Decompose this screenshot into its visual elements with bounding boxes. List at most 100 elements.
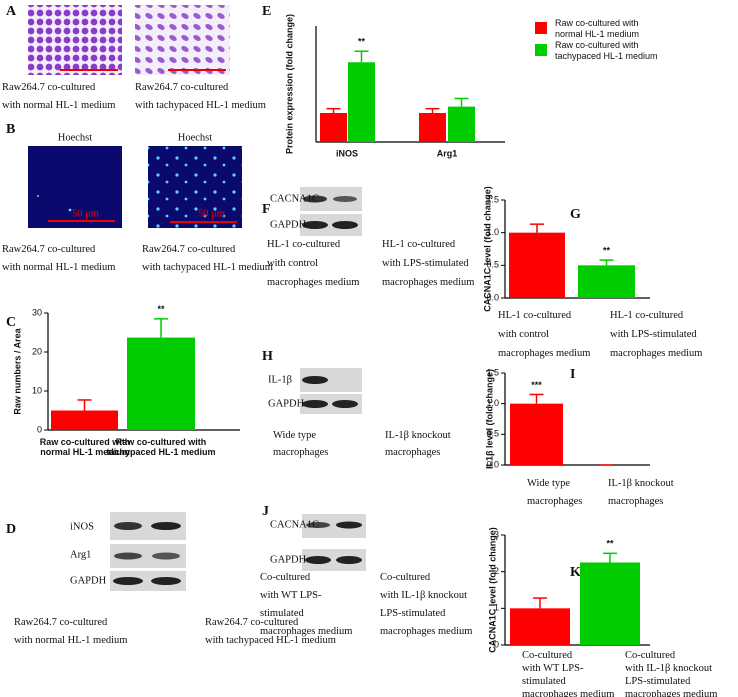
micrograph-cells xyxy=(28,5,122,75)
y-tick-label: 0.0 xyxy=(486,292,499,302)
image-label: Hoechst xyxy=(58,132,92,143)
y-tick-label: 10 xyxy=(32,385,42,395)
blot-band xyxy=(302,376,328,384)
panel-caption: IL-1β knockout macrophages xyxy=(385,430,451,458)
blot-band xyxy=(114,552,142,560)
y-tick-label: 0 xyxy=(494,639,499,649)
panel-letter: H xyxy=(262,349,273,364)
y-tick-label: 1 xyxy=(494,603,499,613)
bar xyxy=(448,106,475,142)
x-tick-label: HL-1 co-cultured with control macrophages … xyxy=(498,310,590,359)
significance: ** xyxy=(603,245,611,255)
bar xyxy=(51,410,118,430)
y-tick-label: 0 xyxy=(37,424,42,434)
blot-band xyxy=(152,552,180,560)
blot-label: CACNA1C xyxy=(270,519,319,530)
legend-swatch xyxy=(535,22,547,34)
x-tick-label: IL-1β knockout macrophages xyxy=(608,478,674,507)
legend-label: Raw co-cultured with normal HL-1 medium xyxy=(555,18,639,39)
bar xyxy=(419,113,446,142)
nucleus xyxy=(68,208,72,212)
x-tick-label: Co-cultured with IL-1β knockout LPS-stimul… xyxy=(625,650,717,697)
blot-band xyxy=(302,221,328,229)
significance: ** xyxy=(606,539,614,549)
panel-caption: Wide type macrophages xyxy=(273,430,328,458)
fluorescence-nuclei xyxy=(148,146,242,228)
blot-band xyxy=(333,196,357,202)
panel-letter: E xyxy=(262,4,271,19)
blot-label: GAPDH xyxy=(270,554,307,565)
bar xyxy=(580,562,640,645)
blot-label: iNOS xyxy=(70,521,94,532)
y-tick-label: 0.5 xyxy=(486,429,499,439)
x-tick-label: Raw co-cultured with normal HL-1 medium xyxy=(40,437,131,457)
panel-letter: F xyxy=(262,202,271,217)
bar xyxy=(510,403,563,465)
bar xyxy=(578,265,635,298)
blot-label: CACNA1C xyxy=(270,193,319,204)
blot-band xyxy=(113,577,143,585)
blot xyxy=(300,394,362,414)
blot xyxy=(302,549,366,571)
blot-label: GAPDH xyxy=(268,398,305,409)
y-tick-label: 3 xyxy=(494,529,499,539)
significance: *** xyxy=(531,380,542,390)
y-axis-label: CACNA1C level (fold change) xyxy=(482,186,492,312)
nucleus xyxy=(37,195,39,197)
blot-label: GAPDH xyxy=(70,575,107,586)
panel-caption: Raw264.7 co-cultured with tachypaced HL-1… xyxy=(135,82,266,111)
y-tick-label: 1.5 xyxy=(486,194,499,204)
y-tick-label: 30 xyxy=(32,307,42,317)
y-tick-label: 2 xyxy=(494,566,499,576)
bar xyxy=(320,113,347,142)
significance: ** xyxy=(157,304,165,314)
y-axis-label: Protein expression (fold change) xyxy=(284,14,294,154)
x-tick-label: Arg1 xyxy=(437,148,458,158)
panel-letter: A xyxy=(6,4,17,19)
panel-caption: Raw264.7 co-cultured with tachypaced HL-1… xyxy=(142,244,273,273)
panel-caption: Raw264.7 co-cultured with normal HL-1 med… xyxy=(14,617,127,646)
panel-caption: Co-cultured with IL-1β knockout LPS-stimul… xyxy=(380,572,472,637)
y-axis-label: Raw numbers / Area xyxy=(12,327,22,414)
panel-caption: HL-1 co-cultured with control macrophages … xyxy=(267,239,359,288)
y-tick-label: 0.5 xyxy=(486,260,499,270)
panel-caption: Raw264.7 co-cultured with normal HL-1 med… xyxy=(2,82,115,111)
panel-letter: C xyxy=(6,315,16,330)
panel-letter: I xyxy=(570,367,575,382)
legend-label: Raw co-cultured with tachypaced HL-1 medi… xyxy=(555,40,658,61)
bar xyxy=(509,232,565,298)
image-label: Hoechst xyxy=(178,132,212,143)
panel-caption: Raw264.7 co-cultured with tachypaced HL-1… xyxy=(205,617,336,646)
y-tick-label: 1.5 xyxy=(486,367,499,377)
bar xyxy=(348,62,375,142)
blot-band xyxy=(114,522,142,530)
y-axis-label: CACNA1C level (fold change) xyxy=(487,527,497,653)
panel-caption: Co-cultured with WT LPS-stimulated macroph… xyxy=(260,572,352,637)
y-tick-label: 1.0 xyxy=(486,227,499,237)
y-tick-label: 0.0 xyxy=(486,459,499,469)
blot-label: GAPDH xyxy=(270,219,307,230)
blot xyxy=(300,214,362,236)
blot xyxy=(110,571,186,591)
blot-band xyxy=(303,195,327,203)
blot-band xyxy=(332,221,358,229)
y-tick-label: 20 xyxy=(32,346,42,356)
panel-letter: K xyxy=(570,565,581,580)
blot-band xyxy=(332,400,358,408)
bar xyxy=(510,608,570,645)
blot-band xyxy=(336,556,362,564)
x-tick-label: Wide type macrophages xyxy=(527,478,582,507)
x-tick-label: Co-cultured with WT LPS-stimulated macroph… xyxy=(522,650,614,697)
scale-bar-label: 50 μm xyxy=(198,208,225,219)
bar xyxy=(127,337,195,430)
panel-letter: G xyxy=(570,207,581,222)
blot-label: Arg1 xyxy=(70,549,91,560)
blot-band xyxy=(151,577,181,585)
y-axis-label: IL1β level (fold change) xyxy=(484,369,494,469)
x-tick-label: iNOS xyxy=(336,148,358,158)
legend-swatch xyxy=(535,44,547,56)
significance: ** xyxy=(358,37,366,47)
x-tick-label: Raw co-cultured with tachypaced HL-1 medi… xyxy=(106,437,215,457)
blot-band xyxy=(336,521,362,529)
